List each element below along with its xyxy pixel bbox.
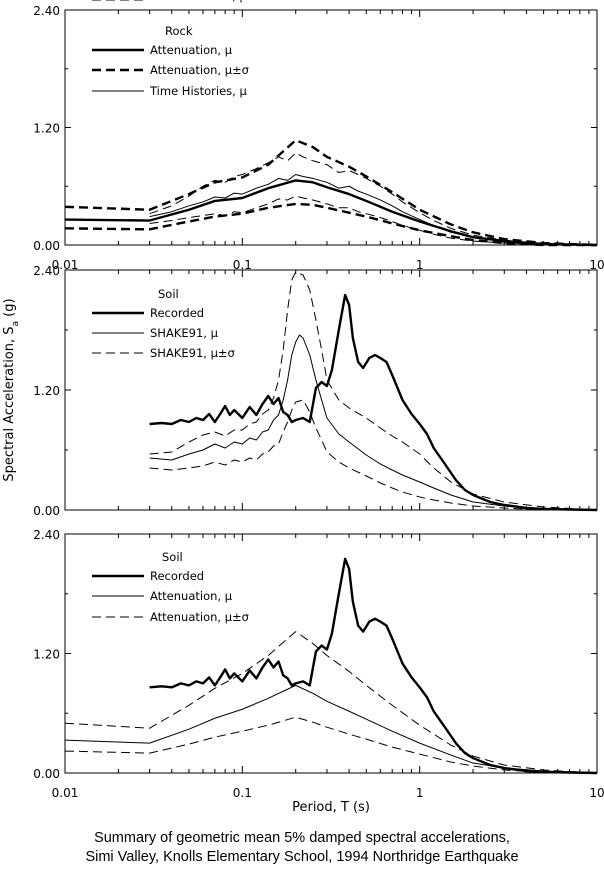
series-line-shake91-mu bbox=[149, 334, 598, 511]
legend: Rock Attenuation, μ Attenuation, μ±σ Time H… bbox=[92, 0, 264, 98]
legend-entry: Attenuation, μ bbox=[150, 43, 233, 57]
series-line-shake91-mu-pm-sigma-lower bbox=[149, 399, 597, 511]
x-tick-label: 0.01 bbox=[52, 258, 79, 272]
y-tick-label: 1.20 bbox=[33, 122, 60, 136]
panel-2: 0.00 1.20 2.40 Soil Recorded SHAKE91, μ SHAKE9… bbox=[33, 264, 598, 518]
y-tick-label: 2.40 bbox=[33, 264, 60, 278]
legend-entry: SHAKE91, μ bbox=[150, 326, 219, 340]
x-tick-label: 0.1 bbox=[233, 258, 252, 272]
x-tick-label: 0.1 bbox=[233, 786, 252, 800]
series-line-time-histories-mu bbox=[149, 174, 598, 246]
legend-entry: Recorded bbox=[150, 306, 204, 320]
caption-line-1: Summary of geometric mean 5% damped spec… bbox=[94, 830, 510, 846]
y-tick-label: 2.40 bbox=[33, 528, 60, 542]
plot-frame bbox=[64, 533, 598, 774]
series-line-recorded bbox=[149, 293, 598, 512]
x-axis-title: Period, T (s) bbox=[292, 800, 370, 815]
series-line-recorded bbox=[149, 557, 598, 775]
y-tick-label: 0.00 bbox=[33, 239, 60, 253]
legend-entry: Attenuation, μ bbox=[150, 589, 233, 603]
series-line-attenuation-mu bbox=[64, 179, 598, 247]
legend-entry: Time Histories, μ±σ bbox=[149, 0, 264, 3]
caption-line-2: Simi Valley, Knolls Elementary School, 1… bbox=[85, 849, 519, 865]
legend: Soil Recorded SHAKE91, μ SHAKE91, μ±σ bbox=[92, 287, 235, 360]
panel-1: 0.00 1.20 2.40 0.01 0.1 1 10 Rock Attenuation, μ… bbox=[33, 0, 604, 272]
legend-panel-label: Soil bbox=[162, 550, 183, 564]
x-tick-label: 1 bbox=[416, 258, 424, 272]
y-axis-title: Spectral Acceleration, Sa (g) bbox=[2, 298, 21, 481]
series-line-time-histories-mu-pm-sigma-lower bbox=[149, 195, 597, 246]
series-line-attenuation-mu-pm-sigma-lower bbox=[64, 716, 598, 774]
legend-entry: SHAKE91, μ±σ bbox=[150, 346, 235, 360]
series-line-attenuation-mu-pm-sigma-lower bbox=[64, 202, 597, 247]
x-tick-label: 10 bbox=[589, 258, 604, 272]
y-tick-label: 1.20 bbox=[33, 648, 60, 662]
legend: Soil Recorded Attenuation, μ Attenuation, μ… bbox=[92, 550, 249, 624]
y-tick-label: 0.00 bbox=[33, 504, 60, 518]
x-tick-label: 1 bbox=[416, 786, 424, 800]
panel-3: 0.00 1.20 2.40 0.01 0.1 1 10 Soil Recorded Attenu… bbox=[33, 528, 604, 800]
y-tick-label: 1.20 bbox=[33, 384, 60, 398]
series-line-shake91-mu-pm-sigma-upper bbox=[149, 271, 598, 511]
legend-panel-label: Soil bbox=[158, 287, 179, 301]
legend-entry: Recorded bbox=[150, 569, 204, 583]
plot-frame bbox=[64, 269, 598, 511]
legend-entry: Time Histories, μ bbox=[149, 84, 247, 98]
series-line-attenuation-mu-pm-sigma-upper bbox=[64, 139, 598, 247]
y-tick-label: 0.00 bbox=[33, 767, 60, 781]
legend-entry: Attenuation, μ±σ bbox=[150, 63, 249, 77]
series-line-attenuation-mu-pm-sigma-upper bbox=[64, 631, 598, 774]
series-line-time-histories-mu-pm-sigma-upper bbox=[149, 152, 598, 246]
x-tick-label: 0.01 bbox=[52, 786, 79, 800]
series-line-attenuation-mu bbox=[64, 684, 598, 774]
legend-panel-label: Rock bbox=[165, 24, 193, 38]
x-tick-label: 10 bbox=[589, 786, 604, 800]
y-tick-label: 2.40 bbox=[33, 4, 60, 18]
legend-entry: Attenuation, μ±σ bbox=[150, 610, 249, 624]
